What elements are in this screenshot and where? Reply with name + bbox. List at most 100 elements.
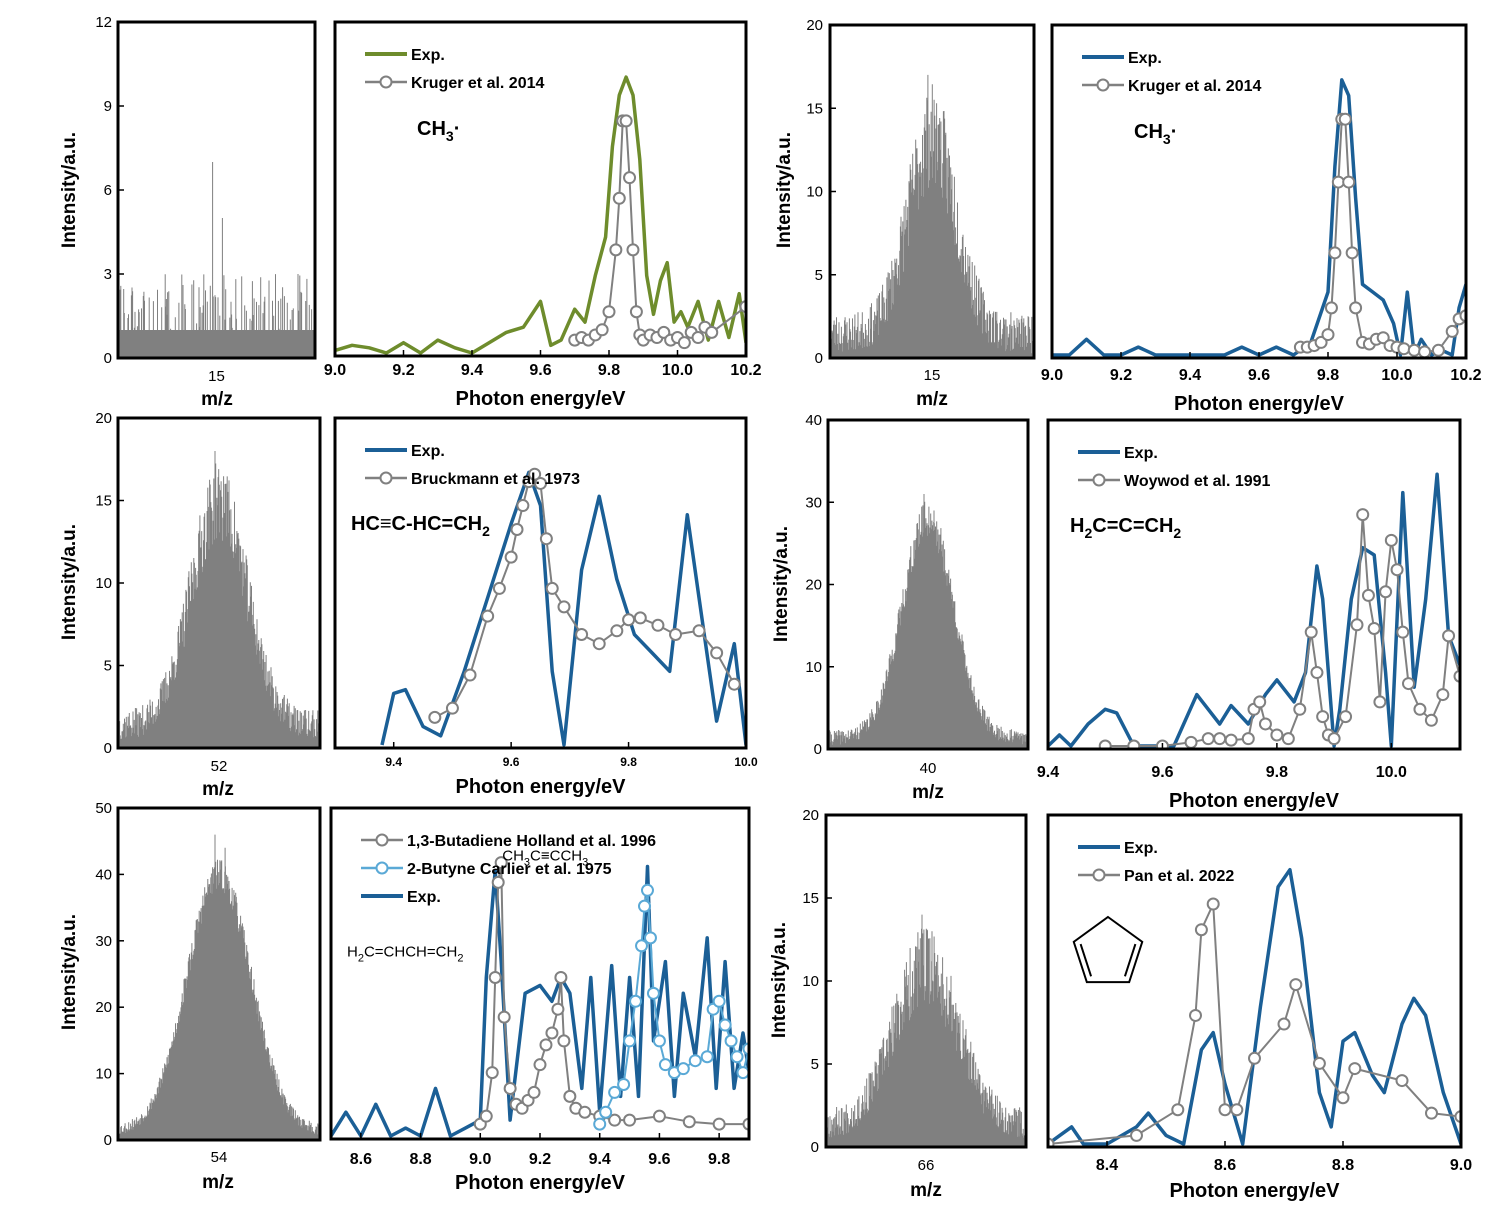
pie-frame <box>1046 418 1462 751</box>
plot-area <box>335 75 746 355</box>
data-point <box>712 994 726 1008</box>
x-tick-label: 9.6 <box>1151 764 1173 781</box>
y-axis-label: Intensity/a.u. <box>771 526 792 642</box>
legend-marker <box>375 833 389 847</box>
x-tick-label: 10.0 <box>1381 367 1412 384</box>
data-point <box>1310 666 1324 680</box>
pie-curve-panel: 9.0 9.2 9.4 9.6 9.8 10.0 10.2 Photon energy/eV E… <box>324 20 762 410</box>
data-point <box>651 618 665 632</box>
data-point <box>1345 246 1359 260</box>
data-point <box>492 581 506 595</box>
x-tick-label: 9.6 <box>1248 367 1270 384</box>
data-point <box>617 1077 631 1091</box>
x-tick-label: 10.2 <box>1450 367 1481 384</box>
data-point <box>608 1085 622 1099</box>
data-point <box>646 986 660 1000</box>
mass-spectrum-panel: 0 5 10 15 20 52 m/z Intensity/a.u. <box>59 410 322 800</box>
data-point <box>488 970 502 984</box>
data-point <box>578 1105 592 1119</box>
data-point <box>609 243 623 257</box>
data-point <box>623 1113 637 1127</box>
data-point <box>1248 1051 1261 1065</box>
data-point <box>1289 978 1303 992</box>
data-point <box>658 1058 672 1072</box>
y-tick-label: 20 <box>95 999 112 1016</box>
data-point <box>1253 695 1267 709</box>
data-point <box>640 883 654 897</box>
y-tick-label: 10 <box>802 973 819 990</box>
data-point <box>682 1115 696 1129</box>
plot-area <box>331 856 749 1138</box>
data-point <box>1413 702 1427 716</box>
data-point <box>691 331 705 345</box>
legend-marker <box>379 75 393 89</box>
x-tick-label: 9.0 <box>1450 1157 1472 1174</box>
data-point <box>1218 1103 1232 1117</box>
data-point <box>1379 585 1393 599</box>
data-point <box>1293 702 1307 716</box>
x-tick-label: 10.2 <box>730 362 761 379</box>
data-point <box>652 1109 666 1123</box>
x-tick-label: 9.6 <box>529 362 551 379</box>
data-point <box>563 1089 577 1103</box>
y-tick-label: 40 <box>95 866 112 883</box>
data-point <box>1258 717 1272 731</box>
data-point <box>1390 563 1404 577</box>
y-tick-label: 20 <box>805 577 822 594</box>
x-tick-label: 54 <box>211 1149 228 1166</box>
pie-frame <box>333 416 748 750</box>
data-point <box>643 931 657 945</box>
plot-area <box>1052 78 1466 358</box>
data-point <box>705 325 719 339</box>
y-tick-label: 0 <box>104 740 112 757</box>
x-tick-label: 9.6 <box>503 755 520 769</box>
data-point <box>633 611 647 625</box>
y-tick-label: 20 <box>802 807 819 824</box>
y-axis-label: Intensity/a.u. <box>774 132 795 248</box>
y-tick-label: 10 <box>95 1066 112 1083</box>
data-point <box>485 1066 499 1080</box>
data-point <box>1350 618 1364 632</box>
data-point <box>510 522 524 536</box>
data-point <box>527 1085 541 1099</box>
data-point <box>1425 1106 1438 1120</box>
data-point <box>1316 710 1330 724</box>
series-line <box>1300 118 1466 353</box>
double-bond <box>1079 943 1093 977</box>
data-point <box>539 532 553 546</box>
x-tick-label: 9.2 <box>392 362 414 379</box>
legend-label: Exp. <box>407 889 441 906</box>
data-point <box>1206 897 1220 911</box>
data-point <box>623 1034 637 1048</box>
x-tick-label: 52 <box>211 758 228 775</box>
x-axis-label: Photon energy/eV <box>455 1172 626 1194</box>
molecule-label: CH3· <box>1134 121 1177 147</box>
data-point <box>652 1034 666 1048</box>
data-point <box>1445 324 1459 338</box>
legend-label: Exp. <box>1124 840 1158 857</box>
legend-label: Pan et al. 2022 <box>1124 868 1234 885</box>
y-tick-label: 15 <box>806 100 823 117</box>
data-point <box>676 1062 690 1076</box>
legend-label: Exp. <box>1124 445 1158 462</box>
pie-frame <box>1046 813 1463 1149</box>
x-tick-label: 15 <box>924 367 941 384</box>
series-line <box>331 864 749 1138</box>
x-axis-label: m/z <box>912 782 944 803</box>
x-tick-label: 66 <box>918 1157 935 1174</box>
legend-label: Exp. <box>1128 50 1162 67</box>
x-axis-label: Photon energy/eV <box>1169 1180 1340 1202</box>
data-point <box>1373 695 1387 709</box>
pie-curve-panel: 9.4 9.6 9.8 10.0 Photon energy/eV Exp. Bruckma… <box>333 416 758 798</box>
mass-spectrum-panel: 0 5 10 15 20 66 m/z Intensity/a.u. <box>769 807 1028 1201</box>
legend-marker <box>375 861 389 875</box>
x-axis-label: m/z <box>201 389 233 410</box>
x-tick-label: 10.0 <box>662 362 693 379</box>
data-point <box>730 1050 744 1064</box>
cyclopentadiene-ring <box>1072 915 1144 984</box>
data-point <box>504 550 518 564</box>
data-point <box>626 243 640 257</box>
double-bond <box>1123 943 1137 977</box>
data-point <box>635 939 649 953</box>
